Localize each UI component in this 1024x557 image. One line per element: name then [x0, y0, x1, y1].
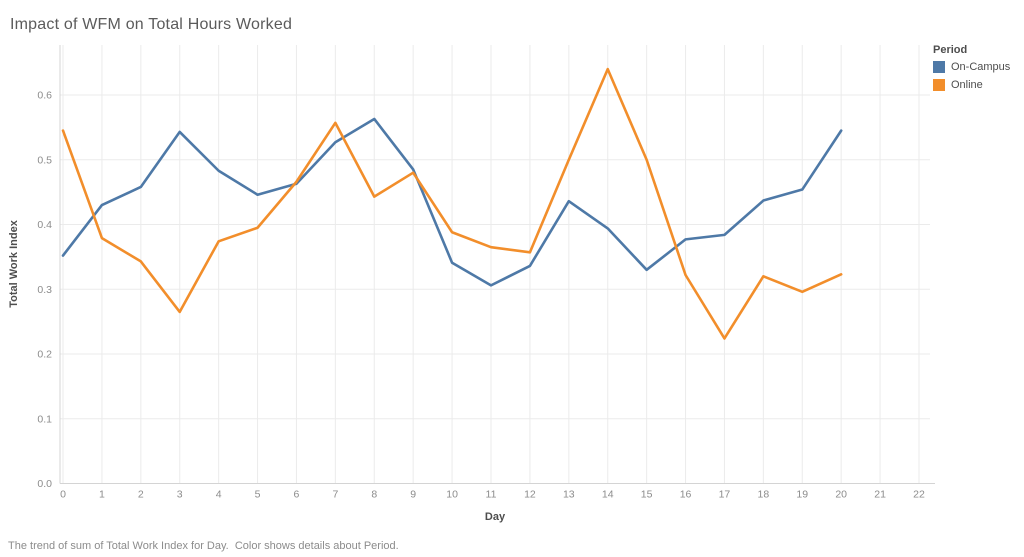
y-tick-label: 0.4 — [37, 219, 52, 231]
x-tick-label: 5 — [255, 489, 261, 501]
x-tick-label: 9 — [410, 489, 416, 501]
legend-item-on-campus[interactable]: On-Campus — [933, 61, 1023, 73]
x-tick-label: 22 — [913, 489, 925, 501]
x-tick-label: 12 — [524, 489, 536, 501]
x-tick-label: 20 — [835, 489, 847, 501]
y-tick-label: 0.1 — [37, 413, 52, 425]
chart-title: Impact of WFM on Total Hours Worked — [10, 16, 293, 33]
x-tick-label: 18 — [758, 489, 770, 501]
x-tick-label: 21 — [874, 489, 886, 501]
y-axis-title: Total Work Index — [8, 219, 20, 307]
x-tick-label: 7 — [332, 489, 338, 501]
x-tick-label: 3 — [177, 489, 183, 501]
y-tick-label: 0.5 — [37, 154, 52, 166]
legend-color-swatch — [933, 61, 945, 73]
y-tick-label: 0.2 — [37, 349, 52, 361]
x-tick-label: 19 — [796, 489, 808, 501]
x-tick-label: 14 — [602, 489, 614, 501]
series-line-on-campus[interactable] — [61, 117, 843, 287]
x-tick-label: 10 — [446, 489, 458, 501]
legend-items: On-Campus Online — [933, 61, 1023, 91]
y-tick-label: 0.3 — [37, 284, 52, 296]
plot-area: 0.00.10.20.30.40.50.60 1 2 3 4 5 6 7 8 9 10 11 12 13 1… — [37, 45, 935, 501]
x-tick-label: 1 — [99, 489, 105, 501]
x-tick-label: 16 — [680, 489, 692, 501]
x-tick-label: 8 — [371, 489, 377, 501]
series-line-online[interactable] — [61, 67, 843, 340]
legend-item-online[interactable]: Online — [933, 79, 1023, 91]
chart-caption: The trend of sum of Total Work Index for… — [8, 540, 399, 552]
x-tick-label: 6 — [294, 489, 300, 501]
x-axis-title: Day — [485, 511, 506, 523]
x-tick-label: 11 — [486, 489, 497, 501]
legend-color-swatch — [933, 79, 945, 91]
legend-item-label: On-Campus — [951, 61, 1011, 73]
x-tick-label: 13 — [563, 489, 575, 501]
legend-item-label: Online — [951, 79, 983, 91]
y-tick-label: 0.0 — [37, 478, 52, 490]
x-tick-label: 0 — [60, 489, 66, 501]
x-tick-label: 2 — [138, 489, 144, 501]
x-tick-label: 15 — [641, 489, 653, 501]
x-tick-label: 4 — [216, 489, 222, 501]
legend-title: Period — [933, 44, 968, 56]
x-tick-label: 17 — [719, 489, 731, 501]
y-tick-label: 0.6 — [37, 90, 52, 102]
legend: Period On-Campus Online — [933, 44, 1023, 97]
